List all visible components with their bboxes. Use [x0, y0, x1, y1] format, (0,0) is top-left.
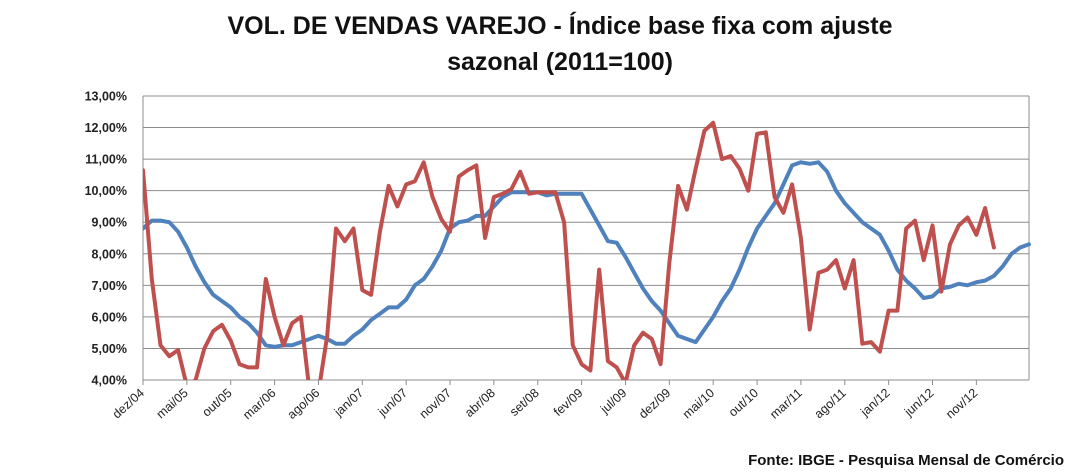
- y-tick-label: 4,00%: [92, 374, 127, 388]
- y-tick-label: 5,00%: [92, 342, 127, 356]
- x-tick-label: set/08: [507, 386, 542, 419]
- x-tick-label: jun/07: [375, 386, 410, 420]
- x-tick-label: dez/09: [636, 386, 673, 422]
- plot-area: [143, 96, 1029, 380]
- x-tick-label: out/10: [726, 386, 761, 420]
- x-tick-label: mai/05: [154, 386, 191, 422]
- y-tick-label: 13,00%: [85, 90, 127, 104]
- x-tick-label: dez/04: [110, 386, 147, 422]
- chart-title: VOL. DE VENDAS VAREJO - Índice base fixa…: [140, 8, 980, 80]
- y-tick-label: 12,00%: [85, 121, 127, 135]
- x-tick-label: nov/12: [943, 386, 980, 422]
- x-tick-label: ago/11: [812, 386, 849, 421]
- x-tick-label: jun/12: [901, 386, 936, 420]
- y-tick-label: 9,00%: [92, 216, 127, 230]
- x-tick-label: nov/07: [417, 386, 454, 422]
- x-tick-label: ago/06: [285, 386, 323, 422]
- series-line-1: [143, 160, 1031, 349]
- y-tick-label: 11,00%: [85, 153, 127, 167]
- x-tick-label: mar/11: [767, 386, 805, 422]
- y-tick-label: 10,00%: [85, 184, 127, 198]
- gridlines: [142, 95, 1030, 381]
- y-axis: 4,00% 5,00% 6,00% 7,00% 8,00% 9,00% 10,00% 11,0…: [85, 90, 127, 388]
- chart-title-line-2: sazonal (2011=100): [447, 48, 673, 76]
- chart-title-line-1: VOL. DE VENDAS VAREJO - Índice base fixa…: [227, 12, 893, 40]
- y-tick-label: 6,00%: [92, 310, 127, 324]
- x-tick-label: fev/09: [551, 386, 586, 419]
- x-tick-label: mar/06: [240, 386, 278, 422]
- x-tick-label: jan/07: [331, 386, 366, 420]
- x-tick-label: out/05: [200, 386, 235, 420]
- source-note: Fonte: IBGE - Pesquisa Mensal de Comérci…: [748, 452, 1064, 469]
- x-axis: dez/04 mai/05 out/05 mar/06 ago/06 jan/07 jun/…: [110, 380, 980, 422]
- y-tick-label: 7,00%: [92, 279, 127, 293]
- x-tick-label: mai/10: [680, 386, 717, 422]
- x-tick-label: jul/09: [597, 386, 629, 417]
- y-tick-label: 8,00%: [92, 247, 127, 261]
- x-tick-label: abr/08: [462, 386, 498, 420]
- series-lines: [143, 120, 1031, 380]
- x-tick-label: jan/12: [857, 386, 892, 420]
- series-line-2: [143, 120, 996, 380]
